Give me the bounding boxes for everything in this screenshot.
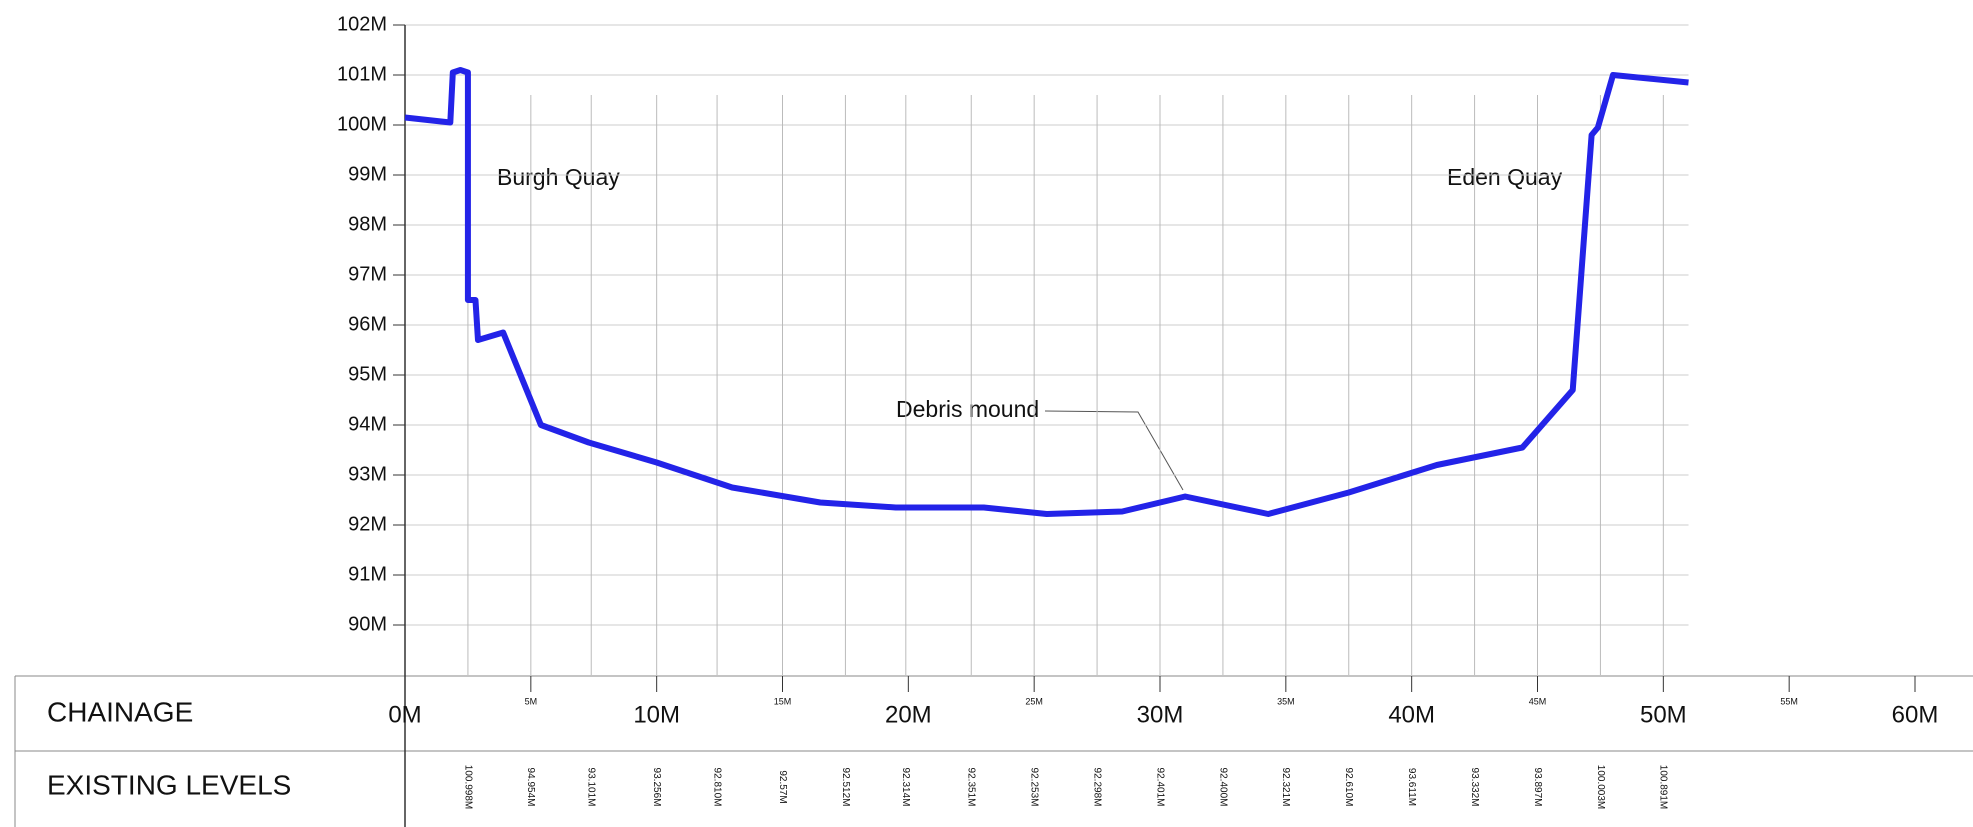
level-label: 100.998M [462, 765, 473, 809]
x-tick-label: 20M [885, 701, 932, 728]
y-tick-label: 98M [348, 213, 387, 235]
y-tick-label: 96M [348, 313, 387, 335]
y-tick-label: 93M [348, 463, 387, 485]
y-tick-label: 91M [348, 563, 387, 585]
level-label: 92.253M [1029, 768, 1040, 807]
leader-line [1044, 410, 1184, 491]
level-label: 92.321M [1280, 768, 1291, 807]
level-label: 100.891M [1658, 765, 1669, 809]
x-tick-label: 10M [633, 701, 680, 728]
row-label: EXISTING LEVELS [47, 769, 291, 800]
level-label: 92.810M [711, 768, 722, 807]
level-label: 92.401M [1154, 768, 1165, 807]
level-label: 93.897M [1532, 768, 1543, 807]
x-tick-label: 50M [1640, 701, 1687, 728]
x-tick-label: 60M [1892, 701, 1939, 728]
x-tick-label: 25M [1025, 696, 1043, 706]
x-tick-label: 55M [1780, 696, 1798, 706]
x-tick-label: 5M [525, 696, 538, 706]
annotation: Eden Quay [1447, 164, 1563, 190]
x-tick-label: 45M [1529, 696, 1547, 706]
y-tick-label: 90M [348, 613, 387, 635]
y-tick-label: 94M [348, 413, 387, 435]
level-label: 94.954M [525, 768, 536, 807]
x-tick-label: 0M [388, 701, 421, 728]
level-label: 92.298M [1091, 768, 1102, 807]
level-label: 92.314M [900, 768, 911, 807]
level-label: 92.57M [777, 770, 788, 803]
y-tick-label: 101M [337, 63, 387, 85]
level-label: 92.351M [966, 768, 977, 807]
x-tick-label: 35M [1277, 696, 1295, 706]
x-tick-label: 30M [1137, 701, 1184, 728]
level-label: 93.332M [1469, 768, 1480, 807]
y-tick-label: 99M [348, 163, 387, 185]
y-tick-label: 95M [348, 363, 387, 385]
y-tick-label: 102M [337, 13, 387, 35]
y-tick-label: 97M [348, 263, 387, 285]
x-tick-label: 40M [1388, 701, 1435, 728]
annotation: Burgh Quay [497, 164, 620, 190]
level-label: 92.400M [1217, 768, 1228, 807]
level-label: 100.003M [1595, 765, 1606, 809]
annotation: Debris mound [896, 396, 1039, 422]
level-label: 92.610M [1343, 768, 1354, 807]
level-label: 93.101M [586, 768, 597, 807]
section-line [404, 67, 1689, 517]
level-label: 93.611M [1406, 768, 1417, 806]
level-label: 93.256M [651, 768, 662, 807]
level-label: 92.512M [840, 768, 851, 807]
x-tick-label: 15M [774, 696, 792, 706]
row-label: CHAINAGE [47, 696, 193, 727]
y-tick-label: 100M [337, 113, 387, 135]
y-tick-label: 92M [348, 513, 387, 535]
